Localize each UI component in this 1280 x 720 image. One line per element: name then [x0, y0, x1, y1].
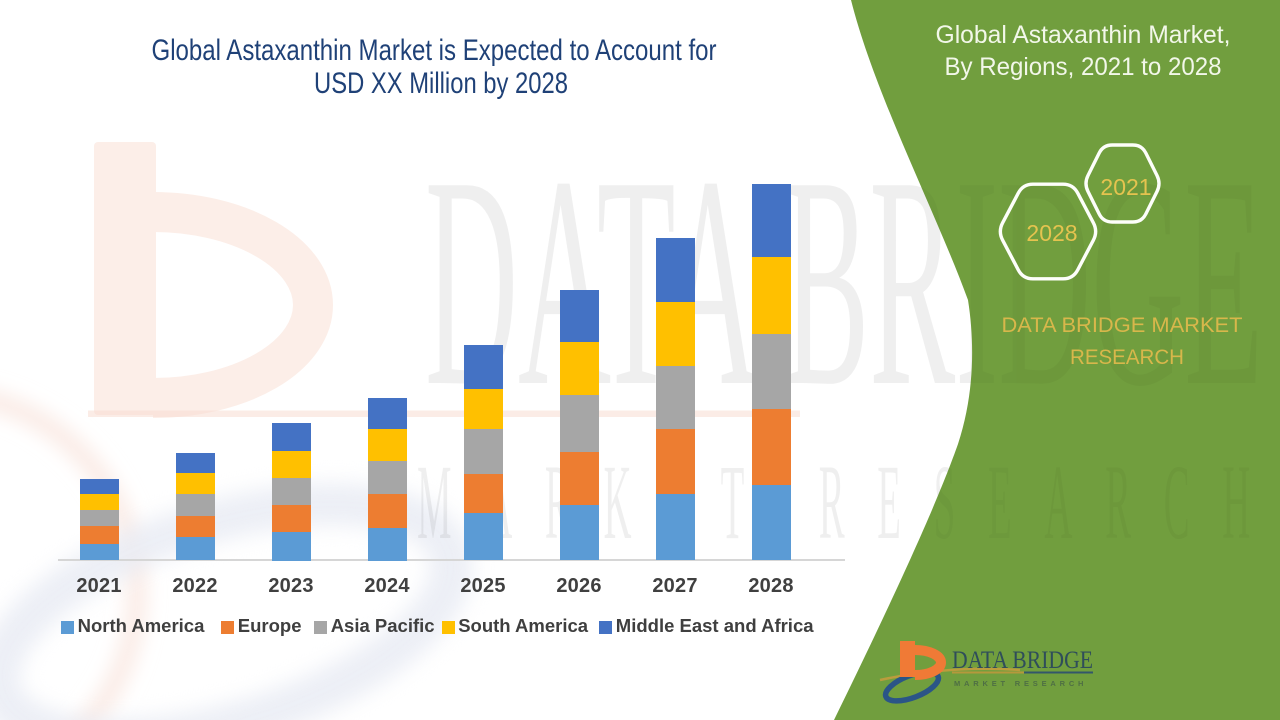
svg-text:RESEARCH: RESEARCH [1070, 346, 1184, 369]
svg-text:2021: 2021 [1100, 174, 1151, 200]
svg-text:DATA BRIDGE: DATA BRIDGE [952, 647, 1093, 674]
svg-text:Global Astaxanthin Market,: Global Astaxanthin Market, [936, 21, 1231, 49]
svg-text:By Regions, 2021 to 2028: By Regions, 2021 to 2028 [945, 53, 1222, 81]
svg-text:USD XX Million by 2028: USD XX Million by 2028 [314, 67, 568, 100]
svg-text:MARKET RESEARCH: MARKET RESEARCH [954, 679, 1087, 688]
svg-text:2028: 2028 [1026, 220, 1077, 246]
svg-text:DATA BRIDGE MARKET: DATA BRIDGE MARKET [1002, 314, 1243, 337]
svg-text:Global Astaxanthin Market is E: Global Astaxanthin Market is Expected to… [152, 34, 717, 67]
